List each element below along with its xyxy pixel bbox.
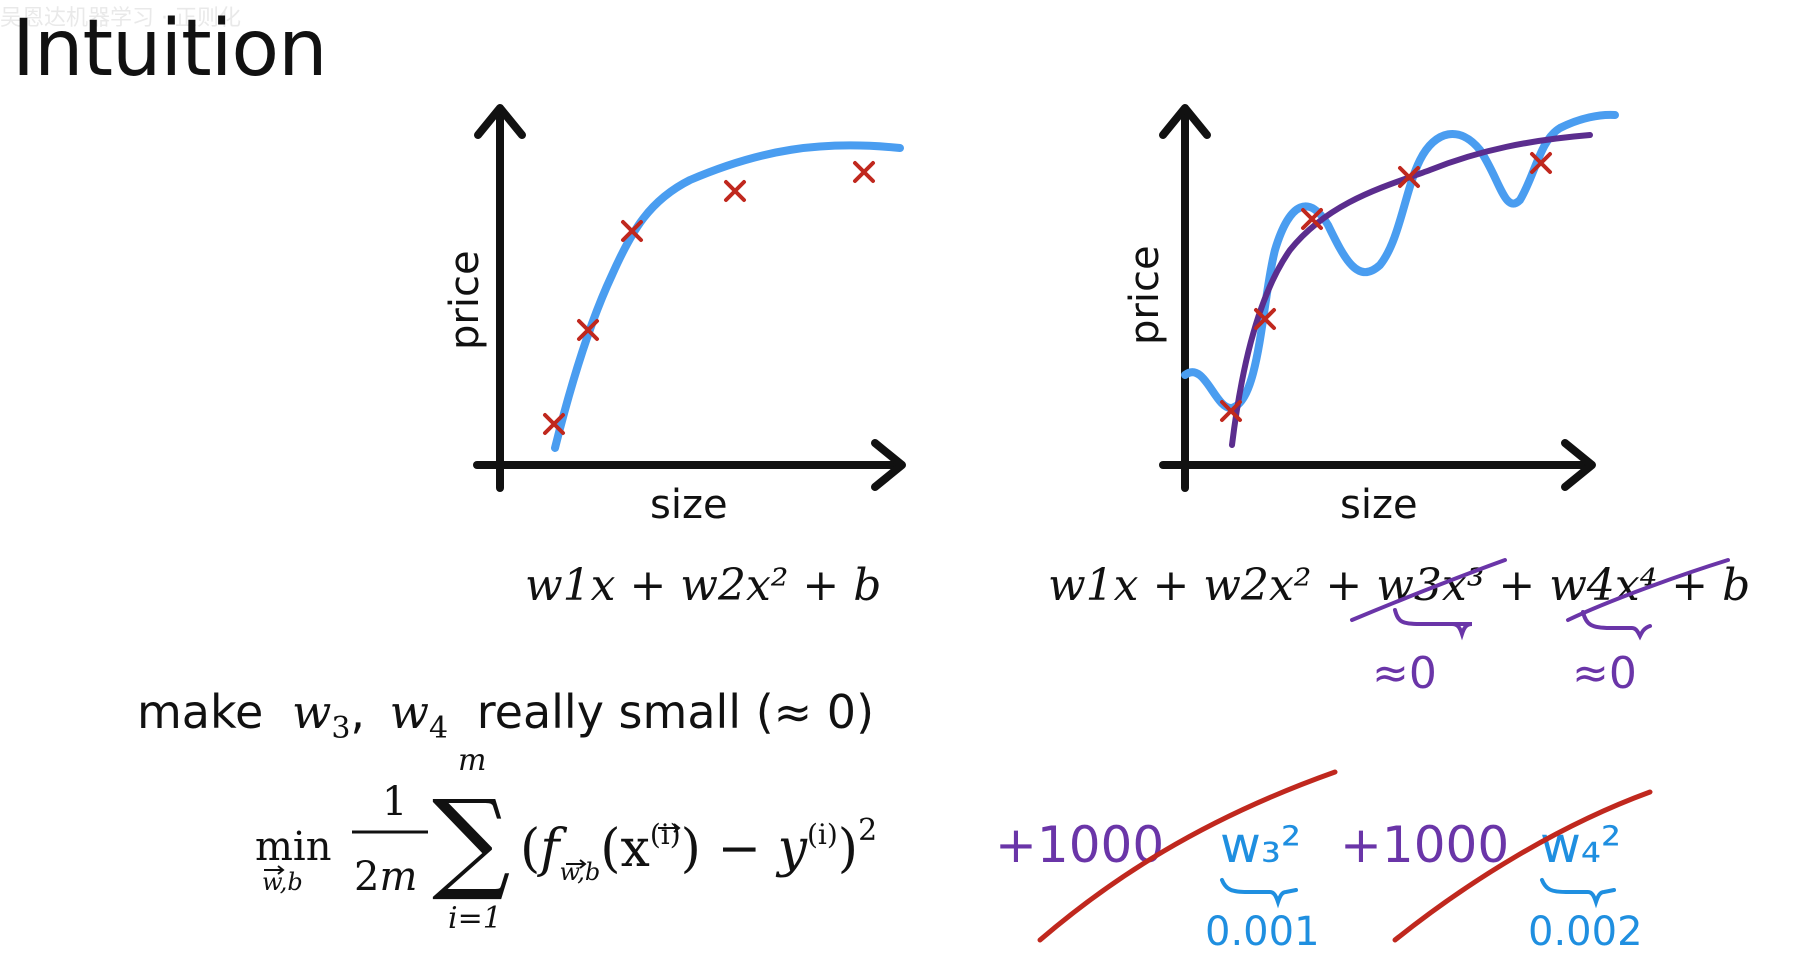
brace-w3 (1393, 608, 1473, 641)
really-small-text: really small (≈ 0) (477, 685, 874, 739)
cost-body: (fw,b(x(i)) − y(i))2 (520, 813, 877, 886)
w4-subscript: 4 (429, 711, 448, 746)
data-point (577, 319, 599, 341)
comma: , (350, 685, 365, 739)
w3-symbol: w (292, 685, 331, 739)
y-axis-arrow-right (1159, 104, 1211, 139)
data-point (1530, 152, 1552, 174)
chart-right: price size (1122, 104, 1619, 528)
x-superscript: (i) (650, 818, 681, 851)
data-point (543, 413, 565, 435)
page-title: Intuition (12, 4, 328, 94)
w4-symbol: w (390, 685, 429, 739)
data-point (621, 220, 643, 242)
w4-value: 0.002 (1528, 909, 1643, 955)
w3-squared: w₃² (1220, 816, 1301, 874)
cross-out-w3 (1350, 558, 1507, 622)
data-point (853, 161, 875, 183)
fraction-numerator: 1 (382, 779, 407, 825)
brace-w3-squared (1220, 878, 1298, 909)
svg-text:make w3, w4: make w3, w4 really small (≈ 0) (137, 685, 874, 749)
data-point (724, 180, 746, 202)
x-axis-label-right: size (1340, 482, 1418, 528)
formula-right-text: w1x + w2x² + w3x³ + w4x⁴ + b (1048, 560, 1750, 611)
approx-zero-w3: ≈0 (1372, 648, 1437, 699)
cross-out-term-1 (1037, 769, 1338, 943)
y-axis-label-left: price (442, 250, 488, 350)
w3-subscript: 3 (331, 711, 350, 746)
data-points-right (1220, 152, 1552, 422)
make-small-line: make w3, w4 really small (≈ 0) (137, 685, 874, 749)
svg-text:2m: 2m (354, 854, 417, 900)
x-vector: x (621, 819, 650, 879)
x-axis-arrow-right (1561, 439, 1596, 491)
data-points-left (543, 161, 875, 435)
formula-left-text: w1x + w2x² + b (525, 560, 881, 611)
data-point (1398, 166, 1420, 188)
x-axis-arrow-left (871, 439, 906, 491)
plus-1000-first: +1000 (995, 816, 1164, 874)
square-exponent: 2 (858, 813, 877, 848)
sum-upper-limit: m (458, 743, 486, 778)
vector-arrow-min (264, 865, 285, 875)
min-subscript: w,b (262, 868, 303, 896)
brace-w4-squared (1540, 878, 1616, 909)
w4-squared: w₄² (1540, 816, 1621, 874)
formula-right: w1x + w2x² + w3x³ + w4x⁴ + b ≈0 ≈0 (1048, 558, 1750, 699)
f-subscript: w,b (560, 858, 601, 886)
cost-function: min w,b 1 2m m ∑ i=1 (fw,b(x(i)) − y(i))… (255, 743, 1653, 955)
sum-symbol: ∑ (432, 776, 511, 904)
watermark: 吴恩达机器学习 · 正则化 (0, 6, 241, 30)
min-operator: min (255, 824, 331, 870)
cross-out-term-2 (1392, 789, 1653, 943)
plus-1000-second: +1000 (1340, 816, 1509, 874)
vector-arrow-f (566, 859, 587, 869)
quadratic-fit-curve (551, 141, 904, 452)
y-superscript: (i) (807, 818, 838, 851)
x-axis-label-left: size (650, 482, 728, 528)
y-axis-label-right: price (1122, 245, 1168, 345)
data-point (1301, 208, 1323, 230)
brace-w4 (1581, 610, 1652, 641)
y-axis-arrow-left (474, 104, 526, 139)
regularized-curve (1229, 132, 1593, 448)
overfit-curve (1181, 110, 1619, 412)
approx-zero-w4: ≈0 (1572, 648, 1637, 699)
fraction-den-2: 2 (354, 854, 379, 900)
data-point (1220, 400, 1242, 422)
data-point (1254, 308, 1276, 330)
vector-arrow-x (658, 823, 681, 833)
y-symbol: y (776, 819, 808, 879)
make-word: make (137, 685, 263, 739)
fraction-den-m: m (379, 854, 417, 900)
w3-value: 0.001 (1205, 909, 1320, 955)
chart-left: price size (442, 104, 906, 528)
sum-lower-limit: i=1 (448, 901, 502, 936)
formula-left: w1x + w2x² + b (525, 560, 881, 611)
